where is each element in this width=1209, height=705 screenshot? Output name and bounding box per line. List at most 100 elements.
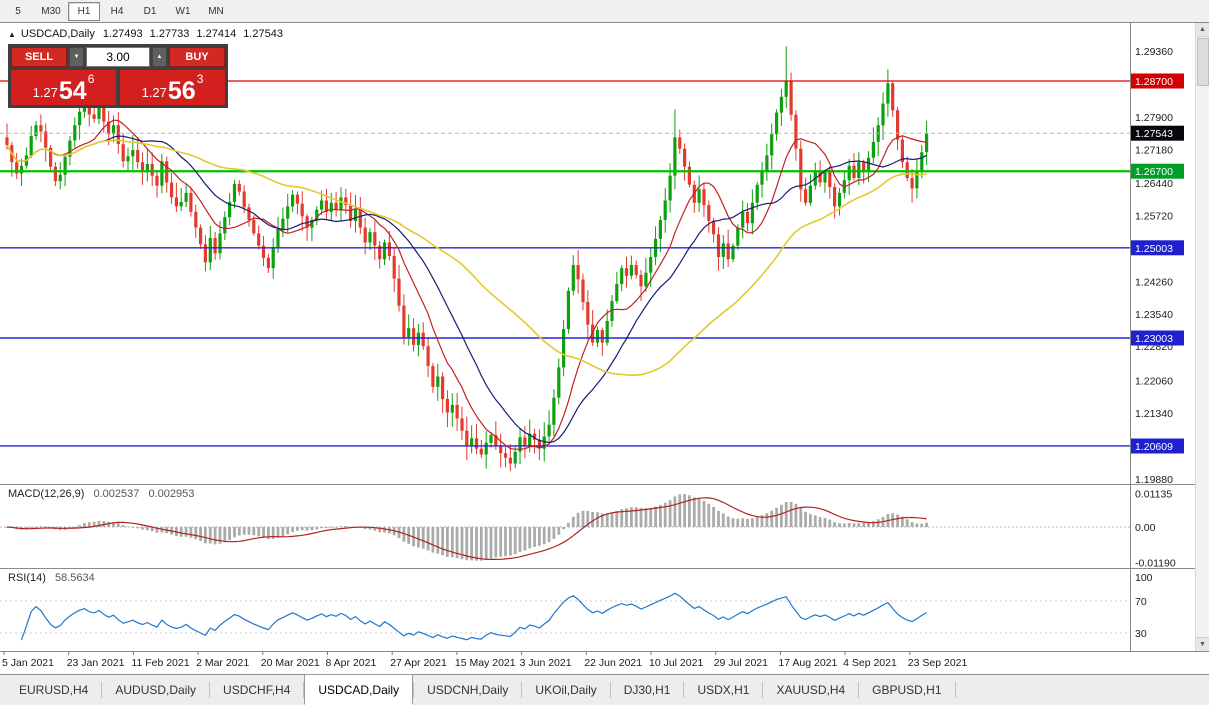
chart-tab-bar: EURUSD,H4 AUDUSD,Daily USDCHF,H4 USDCAD,Dai… (0, 674, 1209, 705)
buy-price-prefix: 1.27 (141, 85, 167, 100)
svg-text:29 Jul 2021: 29 Jul 2021 (714, 657, 768, 669)
main-chart-area[interactable] (0, 46, 1130, 472)
high-value: 1.27733 (149, 28, 190, 40)
svg-text:10 Jul 2021: 10 Jul 2021 (649, 657, 703, 669)
tab-usdcnh-daily[interactable]: USDCNH,Daily (427, 683, 509, 697)
tab-audusd-daily[interactable]: AUDUSD,Daily (115, 683, 197, 697)
vertical-scrollbar[interactable]: ▲ ▼ (1195, 23, 1209, 651)
svg-text:1.24260: 1.24260 (1135, 276, 1173, 288)
price-axis-labels: 1.29360 1.27900 1.27180 1.26440 1.25720 1.242… (1135, 46, 1173, 486)
svg-text:1.25720: 1.25720 (1135, 210, 1173, 222)
buy-button[interactable]: BUY (169, 47, 225, 67)
chevron-up-icon: ▲ (1199, 26, 1206, 33)
macd-panel (0, 494, 1130, 561)
svg-text:3 Jun 2021: 3 Jun 2021 (520, 657, 572, 669)
sell-price-sup: 6 (87, 72, 95, 86)
chart-symbol-label: USDCAD,Daily (20, 28, 95, 40)
svg-text:100: 100 (1135, 572, 1153, 584)
timeframe-w1[interactable]: W1 (175, 5, 191, 17)
tab-separator (413, 682, 415, 698)
scrollbar-thumb[interactable] (1197, 38, 1209, 86)
timeframe-toolbar: 5 M30 H1 H4 D1 W1 MN (0, 0, 1209, 23)
tab-separator (954, 682, 956, 698)
svg-text:1.29360: 1.29360 (1135, 46, 1173, 58)
svg-text:1.26440: 1.26440 (1135, 178, 1173, 190)
volume-decrease-button[interactable]: ▼ (69, 47, 84, 67)
chevron-down-icon: ▼ (1199, 641, 1206, 648)
svg-text:5 Jan 2021: 5 Jan 2021 (2, 657, 54, 669)
tab-gbpusd-h1[interactable]: GBPUSD,H1 (872, 683, 942, 697)
timeframe-m30[interactable]: M30 (41, 5, 61, 17)
tab-separator (303, 682, 305, 698)
moving-average-line (6, 139, 927, 377)
svg-text:17 Aug 2021: 17 Aug 2021 (778, 657, 837, 669)
svg-text:1.27543: 1.27543 (1135, 128, 1173, 140)
volume-increase-button[interactable]: ▲ (152, 47, 167, 67)
svg-text:1.28700: 1.28700 (1135, 76, 1173, 88)
svg-text:20 Mar 2021: 20 Mar 2021 (261, 657, 320, 669)
tab-separator (209, 682, 211, 698)
svg-text:1.19880: 1.19880 (1135, 474, 1173, 486)
tab-separator (683, 682, 685, 698)
svg-text:1.21340: 1.21340 (1135, 408, 1173, 420)
svg-text:1.23003: 1.23003 (1135, 333, 1173, 345)
tab-xauusd-h4[interactable]: XAUUSD,H4 (776, 683, 846, 697)
svg-text:1.27180: 1.27180 (1135, 145, 1173, 157)
tab-ukoil-daily[interactable]: UKOil,Daily (535, 683, 597, 697)
svg-text:22 Jun 2021: 22 Jun 2021 (584, 657, 642, 669)
timeframe-mn[interactable]: MN (208, 5, 224, 17)
price-axis-badges: 1.28700 1.27543 1.26700 1.25003 1.23003 1.206… (1131, 73, 1184, 454)
macd-title: MACD(12,26,9) (8, 488, 85, 500)
sell-button[interactable]: SELL (11, 47, 67, 67)
sell-price-tile[interactable]: 1.27 54 6 (11, 70, 116, 105)
svg-text:30: 30 (1135, 628, 1147, 640)
one-click-toggle-icon[interactable]: ▲ (8, 29, 16, 39)
tab-eurusd-h4[interactable]: EURUSD,H4 (19, 683, 89, 697)
close-value: 1.27543 (243, 28, 283, 40)
tab-dj30-h1[interactable]: DJ30,H1 (623, 683, 671, 697)
scroll-down-button[interactable]: ▼ (1196, 637, 1209, 651)
scroll-up-button[interactable]: ▲ (1196, 23, 1209, 37)
tab-separator (858, 682, 860, 698)
svg-text:0.01135: 0.01135 (1135, 488, 1172, 500)
buy-price-tile[interactable]: 1.27 56 3 (120, 70, 225, 105)
moving-average-line (6, 135, 927, 444)
svg-text:8 Apr 2021: 8 Apr 2021 (326, 657, 377, 669)
timeframe-h4[interactable]: H4 (110, 5, 124, 17)
timeframe-5[interactable]: 5 (15, 5, 21, 17)
low-value: 1.27414 (196, 28, 237, 40)
rsi-value: 58.5634 (54, 572, 95, 584)
svg-text:23 Sep 2021: 23 Sep 2021 (908, 657, 968, 669)
buy-price-sup: 3 (196, 72, 204, 86)
buy-price-big: 56 (167, 77, 196, 105)
svg-text:1.25003: 1.25003 (1135, 243, 1173, 255)
tab-separator (762, 682, 764, 698)
macd-indicator-label: MACD(12,26,9) 0.002537 0.002953 (8, 488, 194, 500)
tab-separator (609, 682, 611, 698)
date-axis-labels: 5 Jan 2021 23 Jan 2021 11 Feb 2021 2 Mar 20… (2, 651, 968, 669)
one-click-trading-panel: SELL ▼ ▲ BUY 1.27 54 6 1.27 56 3 (8, 44, 228, 108)
volume-input[interactable] (86, 47, 150, 67)
rsi-indicator-label: RSI(14) 58.5634 (8, 572, 95, 584)
tab-usdx-h1[interactable]: USDX,H1 (697, 683, 750, 697)
tab-usdchf-h4[interactable]: USDCHF,H4 (223, 683, 291, 697)
axes: 1.29360 1.27900 1.27180 1.26440 1.25720 1.242… (0, 23, 1209, 669)
svg-text:1.27900: 1.27900 (1135, 112, 1173, 124)
timeframe-d1[interactable]: D1 (143, 5, 157, 17)
tab-separator (521, 682, 523, 698)
svg-text:4 Sep 2021: 4 Sep 2021 (843, 657, 897, 669)
svg-text:27 Apr 2021: 27 Apr 2021 (390, 657, 447, 669)
svg-text:2 Mar 2021: 2 Mar 2021 (196, 657, 249, 669)
sell-price-prefix: 1.27 (32, 85, 58, 100)
svg-text:15 May 2021: 15 May 2021 (455, 657, 516, 669)
open-value: 1.27493 (102, 28, 143, 40)
sell-price-big: 54 (58, 77, 87, 105)
tab-separator (101, 682, 103, 698)
svg-text:1.26700: 1.26700 (1135, 166, 1173, 178)
svg-text:1.20609: 1.20609 (1135, 441, 1173, 453)
rsi-panel (0, 592, 1130, 641)
timeframe-h1[interactable]: H1 (68, 1, 100, 21)
tab-usdcad-daily[interactable]: USDCAD,Daily (304, 674, 414, 705)
